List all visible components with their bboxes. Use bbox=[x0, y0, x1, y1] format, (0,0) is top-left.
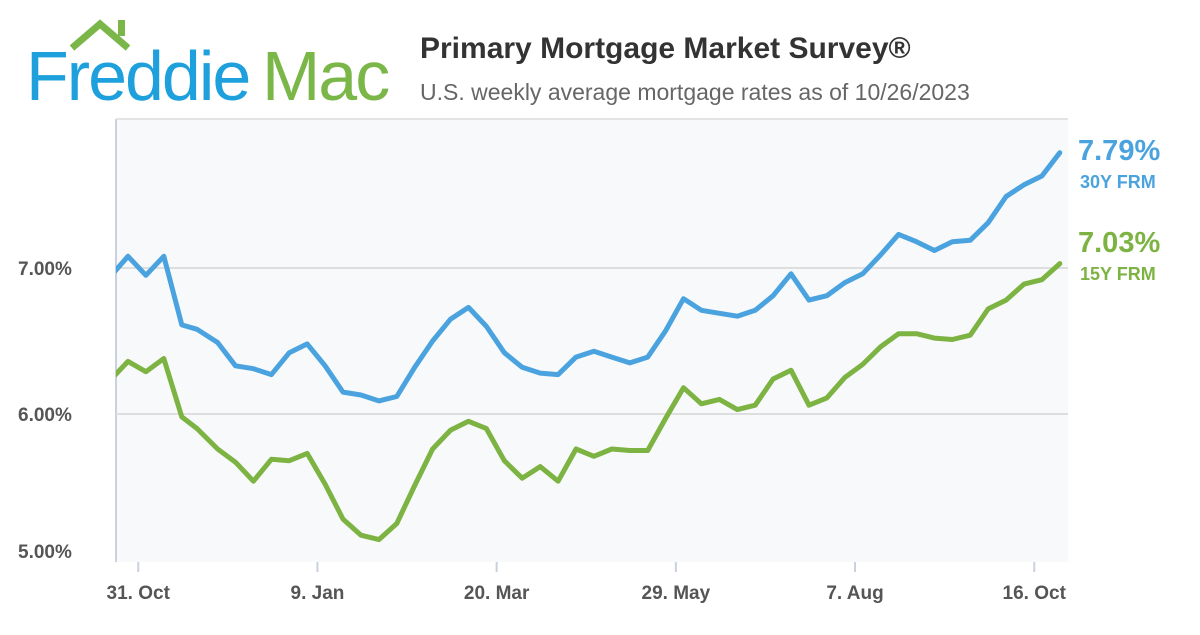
x-tick-label: 7. Aug bbox=[826, 583, 883, 604]
x-tick-label: 31. Oct bbox=[107, 583, 171, 604]
series-30y-label: 30Y FRM bbox=[1080, 172, 1156, 192]
logo-text-freddie: Freddie bbox=[26, 37, 249, 115]
chart-subtitle: U.S. weekly average mortgage rates as of… bbox=[420, 79, 970, 105]
logo-text-mac: Mac bbox=[262, 37, 389, 115]
chimney bbox=[118, 20, 125, 36]
y-tick-label: 5.00% bbox=[18, 542, 72, 563]
y-tick-label: 6.00% bbox=[18, 405, 72, 426]
plot-area bbox=[116, 119, 1068, 562]
x-tick-label: 20. Mar bbox=[464, 583, 530, 604]
x-tick-label: 16. Oct bbox=[1003, 583, 1067, 604]
chart-title: Primary Mortgage Market Survey® bbox=[420, 32, 911, 65]
series-15y-last-value: 7.03% bbox=[1078, 227, 1160, 259]
series-15y-label: 15Y FRM bbox=[1080, 264, 1156, 284]
series-30y-last-value: 7.79% bbox=[1078, 135, 1160, 167]
x-tick-label: 9. Jan bbox=[291, 583, 345, 604]
freddie-mac-logo: Freddie Mac bbox=[26, 20, 389, 115]
x-tick-label: 29. May bbox=[642, 583, 711, 604]
y-tick-label: 7.00% bbox=[18, 259, 72, 280]
